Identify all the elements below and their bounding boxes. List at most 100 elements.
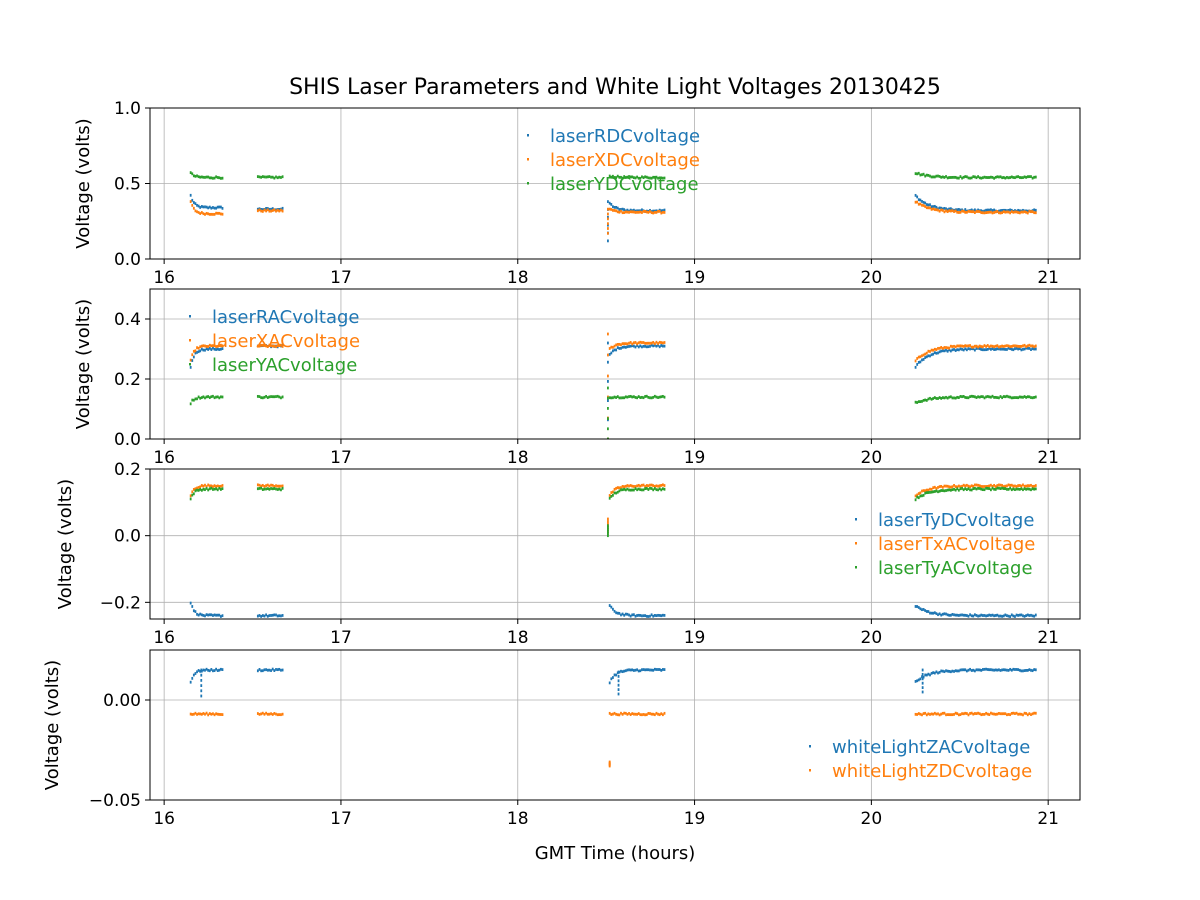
data-point [647,484,650,488]
data-point [663,344,666,348]
data-point [202,212,205,216]
data-point [263,208,266,212]
data-point [194,489,197,493]
data-point [930,611,933,615]
data-point [970,347,973,351]
data-point [221,713,224,716]
data-point [981,614,984,617]
data-point [194,487,197,491]
data-point [998,712,1000,715]
data-point [1022,347,1024,351]
data-point [615,491,618,495]
data-point [202,344,205,348]
data-point [202,175,205,179]
data-point [985,711,988,715]
data-point [278,395,281,399]
data-point [990,614,992,617]
legend: laserRDCvoltagelaserXDCvoltagelaserYDCvo… [527,126,700,195]
data-point [637,209,640,213]
data-point [628,175,630,178]
data-point [922,358,925,361]
data-point [620,208,622,211]
data-point [962,348,965,352]
data-point [954,711,957,715]
data-point [275,712,277,716]
data-point [914,494,917,498]
data-point [964,613,967,617]
series-laserYDCvoltage [189,171,1037,180]
data-point [641,668,643,672]
data-point [268,712,271,716]
data-point [993,483,996,487]
data-point [197,488,200,492]
data-point [657,343,659,347]
data-point [946,488,949,492]
data-point [213,484,216,488]
data-point [1001,484,1004,487]
data-point [621,345,624,349]
data-point [938,209,941,213]
data-point [937,351,939,355]
data-point [1012,484,1015,488]
data-point [929,673,931,677]
data-point [642,488,645,492]
data-point [270,344,272,348]
data-point [645,614,648,618]
data-point [641,713,643,717]
data-point [927,491,930,494]
data-point [207,668,210,672]
data-point [981,348,984,352]
data-point [998,345,1000,349]
data-point [663,341,666,344]
data-point [917,202,920,206]
data-point [207,206,210,210]
data-point [189,680,192,684]
data-point [941,669,944,673]
data-point [200,684,203,687]
data-point [914,365,917,369]
data-point [207,613,210,617]
data-point [957,713,960,717]
data-point [189,365,192,369]
data-point [607,332,609,336]
data-point [189,402,192,406]
data-point [624,210,627,214]
data-point [642,396,645,400]
data-point [204,712,206,716]
data-point [1030,713,1032,716]
data-point [260,484,263,488]
data-point [1001,396,1004,400]
x-tick-label: 20 [861,628,883,648]
data-point [216,484,219,488]
data-point [280,668,282,672]
data-point [642,668,645,671]
data-point [1025,712,1028,715]
data-point [972,614,975,618]
data-point [616,206,619,210]
data-point [921,668,924,672]
data-point [1010,210,1013,214]
data-point [1006,175,1008,179]
data-point [1020,669,1023,673]
data-point [649,483,651,487]
data-point [978,712,981,716]
data-point [951,345,954,348]
data-point [207,348,210,351]
data-point [938,175,941,178]
legend-label: laserXDCvoltage [550,150,700,171]
data-point [946,396,949,400]
data-point [637,210,640,214]
data-point [258,395,261,398]
data-point [1020,712,1023,716]
data-point [608,207,611,211]
data-point [949,395,952,399]
data-point [273,176,276,180]
data-point [197,204,200,208]
data-point [663,211,666,214]
data-point [270,395,272,398]
legend-marker [809,769,811,772]
data-point [991,344,994,348]
data-point [610,208,613,211]
